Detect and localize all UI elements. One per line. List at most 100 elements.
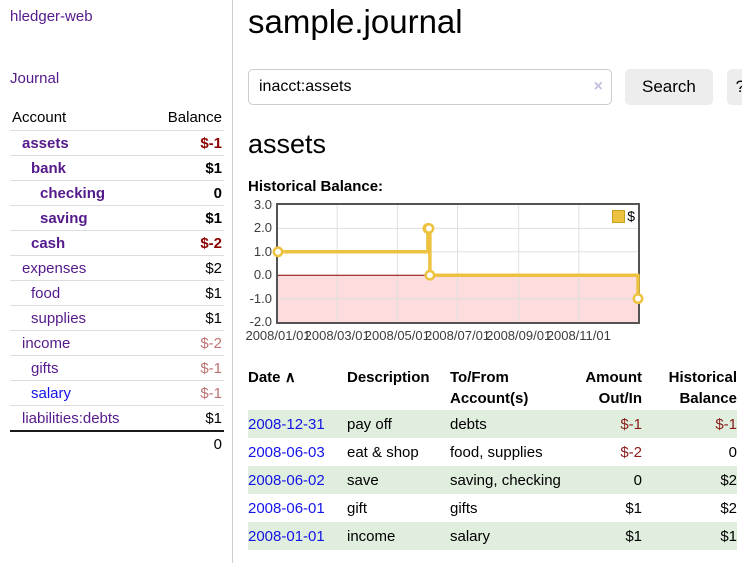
x-axis-tick-label: 2008/03/01 <box>304 328 370 343</box>
account-balance: $1 <box>205 410 222 427</box>
register-header-row: Date ∧ Description To/From Account(s) Am… <box>248 366 737 410</box>
x-axis-tick-label: 2008/11/01 <box>546 328 611 343</box>
account-row: income $-2 <box>10 330 224 356</box>
y-axis-tick-label: -2.0 <box>249 314 272 329</box>
chart-plot <box>272 203 644 324</box>
transaction-date-link[interactable]: 2008-12-31 <box>248 416 325 433</box>
account-row: salary $-1 <box>10 380 224 406</box>
y-axis-tick-label: 0.0 <box>253 267 272 283</box>
sidebar-account-link-cash[interactable]: cash <box>31 235 66 252</box>
column-header-balance: Historical Balance <box>668 369 737 407</box>
y-axis-tick-label: -1.0 <box>249 290 272 306</box>
transaction-date-link[interactable]: 2008-06-01 <box>248 500 325 517</box>
sidebar-account-link-salary[interactable]: salary <box>31 385 72 402</box>
transaction-accounts: salary <box>450 522 562 550</box>
sidebar-account-link-liabilities-debts[interactable]: liabilities:debts <box>22 410 120 427</box>
account-balance: $1 <box>205 285 222 302</box>
account-row: liabilities:debts $1 <box>10 405 224 432</box>
sidebar-account-link-bank[interactable]: bank <box>31 160 67 177</box>
transaction-balance: $2 <box>720 500 737 517</box>
transaction-date: 2008-06-03 <box>248 438 347 466</box>
account-name-cell: assets <box>10 131 150 156</box>
x-axis-tick-label: 2008/05/01 <box>364 328 430 343</box>
sidebar-item-journal[interactable]: Journal <box>10 70 60 87</box>
transaction-amount: $-1 <box>562 410 642 438</box>
transaction-date-link[interactable]: 2008-06-02 <box>248 472 325 489</box>
transaction-row: 2008-01-01 income salary $1 $1 <box>248 522 737 550</box>
transaction-amount: $-2 <box>620 444 642 461</box>
transaction-balance: 0 <box>728 444 737 461</box>
column-header-date[interactable]: Date ∧ <box>248 369 296 386</box>
sort-ascending-icon: ∧ <box>284 369 296 386</box>
spacer <box>10 431 150 456</box>
transaction-balance: $2 <box>642 466 737 494</box>
account-balance: $1 <box>205 210 222 227</box>
account-balance: 0 <box>213 185 222 202</box>
help-button[interactable]: ? <box>726 69 742 105</box>
account-name-cell: salary <box>10 381 150 406</box>
transaction-amount: 0 <box>562 466 642 494</box>
clear-search-icon[interactable]: × <box>593 78 603 95</box>
search-input[interactable] <box>248 69 612 105</box>
account-row: food $1 <box>10 280 224 306</box>
column-header-accounts: To/From Account(s) <box>450 369 529 407</box>
sidebar-account-link-food[interactable]: food <box>31 285 61 302</box>
accounts-table: Account Balance assets $-1 bank $1 checking 0… <box>10 107 224 456</box>
legend-label: $ <box>627 208 635 224</box>
register-table-body: 2008-12-31 pay off debts $-1 $-1 2008-06-03 ea… <box>248 410 737 550</box>
account-row: assets $-1 <box>10 130 224 156</box>
account-name-cell: bank <box>10 156 150 181</box>
x-axis-tick-label: 2008/09/01 <box>486 328 552 343</box>
account-name-cell: saving <box>10 206 150 231</box>
transaction-row: 2008-06-01 gift gifts $1 $2 <box>248 494 737 522</box>
accounts-table-body: assets $-1 bank $1 checking 0 saving $1 cash $-2 e… <box>10 130 224 432</box>
account-name-cell: food <box>10 281 150 306</box>
transaction-row: 2008-06-02 save saving, checking 0 $2 <box>248 466 737 494</box>
transaction-date: 2008-01-01 <box>248 522 347 550</box>
column-header-description: Description <box>347 369 430 386</box>
sidebar-account-link-gifts[interactable]: gifts <box>31 360 59 377</box>
sidebar-account-link-assets[interactable]: assets <box>22 135 69 152</box>
transaction-balance: $1 <box>642 522 737 550</box>
transaction-accounts: gifts <box>450 500 478 517</box>
transaction-description: income <box>347 522 450 550</box>
app-title-link[interactable]: hledger-web <box>10 8 93 25</box>
main-content: sample.journal × Search ? assets Histori… <box>233 0 742 582</box>
transaction-accounts: food, supplies <box>450 444 543 461</box>
sidebar-account-link-income[interactable]: income <box>22 335 71 352</box>
transaction-balance: $-1 <box>642 410 737 438</box>
search-button[interactable]: Search <box>625 69 713 105</box>
transaction-row: 2008-06-03 eat & shop food, supplies $-2 0 <box>248 438 737 466</box>
x-axis-tick-label: 2008/07/01 <box>424 328 491 343</box>
transaction-date-link[interactable]: 2008-06-03 <box>248 444 325 461</box>
transaction-description: eat & shop <box>347 444 419 461</box>
account-row: cash $-2 <box>10 230 224 256</box>
transaction-accounts: saving, checking <box>450 466 562 494</box>
chart-legend: $ <box>611 208 636 224</box>
account-row: bank $1 <box>10 155 224 181</box>
y-axis-tick-label: 2.0 <box>253 220 272 236</box>
account-balance: $-2 <box>200 235 222 252</box>
search-box: × <box>248 69 612 105</box>
account-name-cell: expenses <box>10 256 150 281</box>
search-form: × Search ? <box>248 69 742 105</box>
account-name-cell: income <box>10 331 150 356</box>
account-name-cell: checking <box>10 181 150 206</box>
accounts-total-balance: 0 <box>213 436 222 453</box>
accounts-header-account: Account <box>12 109 67 126</box>
transaction-date: 2008-06-02 <box>248 466 347 494</box>
accounts-total-row: 0 <box>10 431 224 456</box>
historical-balance-chart: 3.0 2.0 1.0 0.0 -1.0 -2.0 2008/01/01 2008/03/0… <box>245 198 668 345</box>
sidebar-account-link-expenses[interactable]: expenses <box>22 260 87 277</box>
account-balance: $1 <box>205 310 222 327</box>
sidebar-account-link-supplies[interactable]: supplies <box>31 310 87 327</box>
account-balance: $1 <box>205 160 222 177</box>
accounts-header-row: Account Balance <box>10 107 224 131</box>
account-row: expenses $2 <box>10 255 224 281</box>
transaction-date-link[interactable]: 2008-01-01 <box>248 528 325 545</box>
sidebar-account-link-checking[interactable]: checking <box>40 185 106 202</box>
page-title: sample.journal <box>248 3 463 40</box>
transaction-amount: $1 <box>562 522 642 550</box>
sidebar-account-link-saving[interactable]: saving <box>40 210 88 227</box>
account-balance: $2 <box>205 260 222 277</box>
